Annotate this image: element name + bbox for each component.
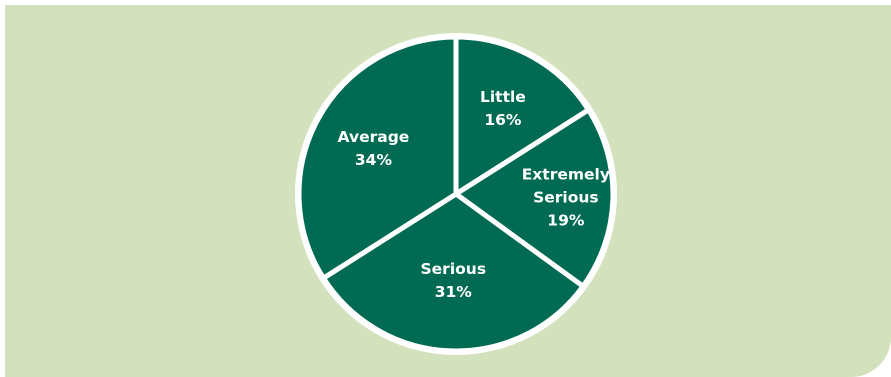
- slice-value-label: 19%: [547, 211, 585, 229]
- pie-slice-serious: [320, 191, 586, 354]
- pie-label-average: Average 34%: [338, 128, 410, 169]
- pie-label-extremely-serious: Extremely Serious 19%: [522, 165, 610, 229]
- pie-slice-little: [453, 34, 592, 197]
- slice-category-label: Serious: [533, 188, 599, 206]
- slice-value-label: 31%: [435, 283, 473, 301]
- slice-value-label: 16%: [484, 111, 522, 129]
- pie-slice-average: [296, 34, 459, 281]
- pie-slice-extremely-serious: [453, 107, 616, 289]
- pie-slices: [295, 33, 617, 355]
- slice-value-label: 34%: [355, 151, 393, 169]
- pie-label-serious: Serious 31%: [421, 260, 487, 301]
- slice-category-label: Average: [338, 128, 410, 146]
- slice-category-label: Little: [480, 88, 526, 106]
- slice-category-label: Serious: [421, 260, 487, 278]
- pie-labels: Little 16% Extremely Serious 19% Serious 31% Av…: [338, 88, 610, 301]
- pie-label-little: Little 16%: [480, 88, 526, 129]
- slice-category-label: Extremely: [522, 165, 610, 183]
